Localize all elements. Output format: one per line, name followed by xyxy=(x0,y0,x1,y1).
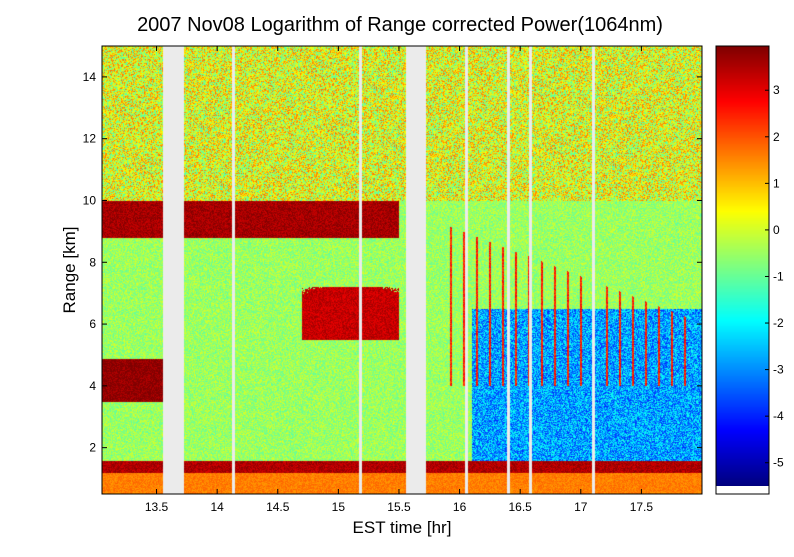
colorbar-tick-label: 2 xyxy=(773,130,780,144)
x-tick-label: 14 xyxy=(210,500,224,514)
plot-frame xyxy=(101,45,703,495)
x-tick-label: 16 xyxy=(453,500,467,514)
x-tick-label: 15.5 xyxy=(387,500,411,514)
colorbar-tick-label: -3 xyxy=(773,363,784,377)
colorbar-tick-label: -5 xyxy=(773,456,784,470)
x-axis-ticks: 13.5 14 14.5 15 15.5 16 16.5 17 17.5 xyxy=(145,46,654,514)
y-tick-label: 8 xyxy=(89,255,96,269)
y-axis-label: Range [km] xyxy=(60,227,79,314)
colorbar-image xyxy=(716,46,769,486)
x-tick-label: 15 xyxy=(332,500,346,514)
colorbar: -5 -4 -3 -2 -1 0 1 2 3 xyxy=(715,45,784,495)
colorbar-tick-label: -2 xyxy=(773,316,784,330)
colorbar-tick-label: 3 xyxy=(773,83,780,97)
y-axis-ticks: 2 4 6 8 10 12 14 xyxy=(83,70,702,455)
x-tick-label: 13.5 xyxy=(145,500,169,514)
x-axis-label: EST time [hr] xyxy=(353,518,452,537)
y-tick-label: 14 xyxy=(83,70,97,84)
y-tick-label: 4 xyxy=(89,379,96,393)
plot-area xyxy=(101,45,703,495)
y-tick-label: 10 xyxy=(83,193,97,207)
y-tick-label: 2 xyxy=(89,441,96,455)
colorbar-ticks: -5 -4 -3 -2 -1 0 1 2 3 xyxy=(765,83,784,470)
colorbar-tick-label: 0 xyxy=(773,223,780,237)
x-tick-label: 17.5 xyxy=(630,500,654,514)
chart-title: 2007 Nov08 Logarithm of Range corrected … xyxy=(137,14,663,36)
colorbar-tick-label: -4 xyxy=(773,409,784,423)
y-tick-label: 12 xyxy=(83,132,97,146)
heatmap-image xyxy=(102,46,702,494)
x-tick-label: 17 xyxy=(574,500,588,514)
colorbar-tick-label: 1 xyxy=(773,176,780,190)
colorbar-tick-label: -1 xyxy=(773,269,784,283)
colorbar-frame xyxy=(715,45,770,495)
x-tick-label: 16.5 xyxy=(509,500,533,514)
y-tick-label: 6 xyxy=(89,317,96,331)
x-tick-label: 14.5 xyxy=(266,500,290,514)
